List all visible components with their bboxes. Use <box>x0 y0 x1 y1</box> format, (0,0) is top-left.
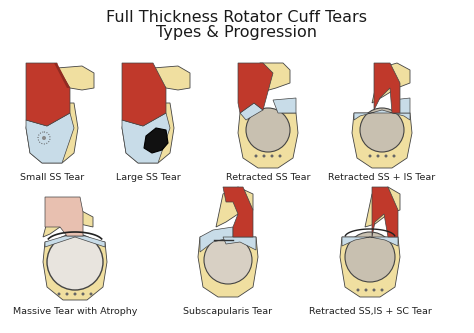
Polygon shape <box>340 237 400 297</box>
Circle shape <box>384 155 388 158</box>
Polygon shape <box>153 66 190 90</box>
Polygon shape <box>238 63 273 113</box>
Polygon shape <box>352 113 412 168</box>
Circle shape <box>279 155 282 158</box>
Circle shape <box>73 292 76 295</box>
Polygon shape <box>43 210 93 237</box>
Polygon shape <box>26 113 74 163</box>
Text: Full Thickness Rotator Cuff Tears: Full Thickness Rotator Cuff Tears <box>107 10 367 25</box>
Polygon shape <box>26 63 70 126</box>
Circle shape <box>42 136 46 140</box>
Polygon shape <box>273 98 296 113</box>
Polygon shape <box>122 113 170 163</box>
Circle shape <box>271 155 273 158</box>
Circle shape <box>255 155 257 158</box>
Text: Massive Tear with Atrophy: Massive Tear with Atrophy <box>13 307 137 316</box>
Circle shape <box>204 236 252 284</box>
Polygon shape <box>45 236 105 247</box>
Polygon shape <box>54 63 70 88</box>
Polygon shape <box>26 103 78 163</box>
Polygon shape <box>372 187 398 237</box>
Circle shape <box>373 288 375 291</box>
Text: Subscapularis Tear: Subscapularis Tear <box>183 307 273 316</box>
Polygon shape <box>365 187 400 227</box>
Circle shape <box>82 292 84 295</box>
Circle shape <box>356 288 359 291</box>
Text: Types & Progression: Types & Progression <box>156 25 318 40</box>
Polygon shape <box>354 110 410 120</box>
Polygon shape <box>372 63 410 103</box>
Polygon shape <box>198 237 258 297</box>
Text: Retracted SS + IS Tear: Retracted SS + IS Tear <box>328 173 436 182</box>
Polygon shape <box>240 63 290 103</box>
Text: Retracted SS,IS + SC Tear: Retracted SS,IS + SC Tear <box>309 307 431 316</box>
Polygon shape <box>392 98 410 113</box>
Circle shape <box>392 155 395 158</box>
Circle shape <box>65 292 69 295</box>
Polygon shape <box>223 187 253 237</box>
Circle shape <box>376 155 380 158</box>
Text: Retracted SS Tear: Retracted SS Tear <box>226 173 310 182</box>
Text: Large SS Tear: Large SS Tear <box>116 173 181 182</box>
Polygon shape <box>57 66 94 90</box>
Polygon shape <box>374 63 400 113</box>
Polygon shape <box>342 237 398 246</box>
Polygon shape <box>122 103 174 163</box>
Circle shape <box>365 288 367 291</box>
Polygon shape <box>144 128 168 153</box>
Polygon shape <box>200 227 233 252</box>
Circle shape <box>47 234 103 290</box>
Circle shape <box>90 292 92 295</box>
Circle shape <box>368 155 372 158</box>
Polygon shape <box>216 187 253 227</box>
Polygon shape <box>238 113 298 168</box>
Circle shape <box>246 108 290 152</box>
Text: Small SS Tear: Small SS Tear <box>20 173 84 182</box>
Polygon shape <box>122 63 166 126</box>
Polygon shape <box>223 237 256 250</box>
Circle shape <box>263 155 265 158</box>
Circle shape <box>345 232 395 282</box>
Polygon shape <box>43 242 107 300</box>
Circle shape <box>57 292 61 295</box>
Polygon shape <box>45 197 83 236</box>
Circle shape <box>381 288 383 291</box>
Circle shape <box>360 108 404 152</box>
Polygon shape <box>240 103 263 120</box>
